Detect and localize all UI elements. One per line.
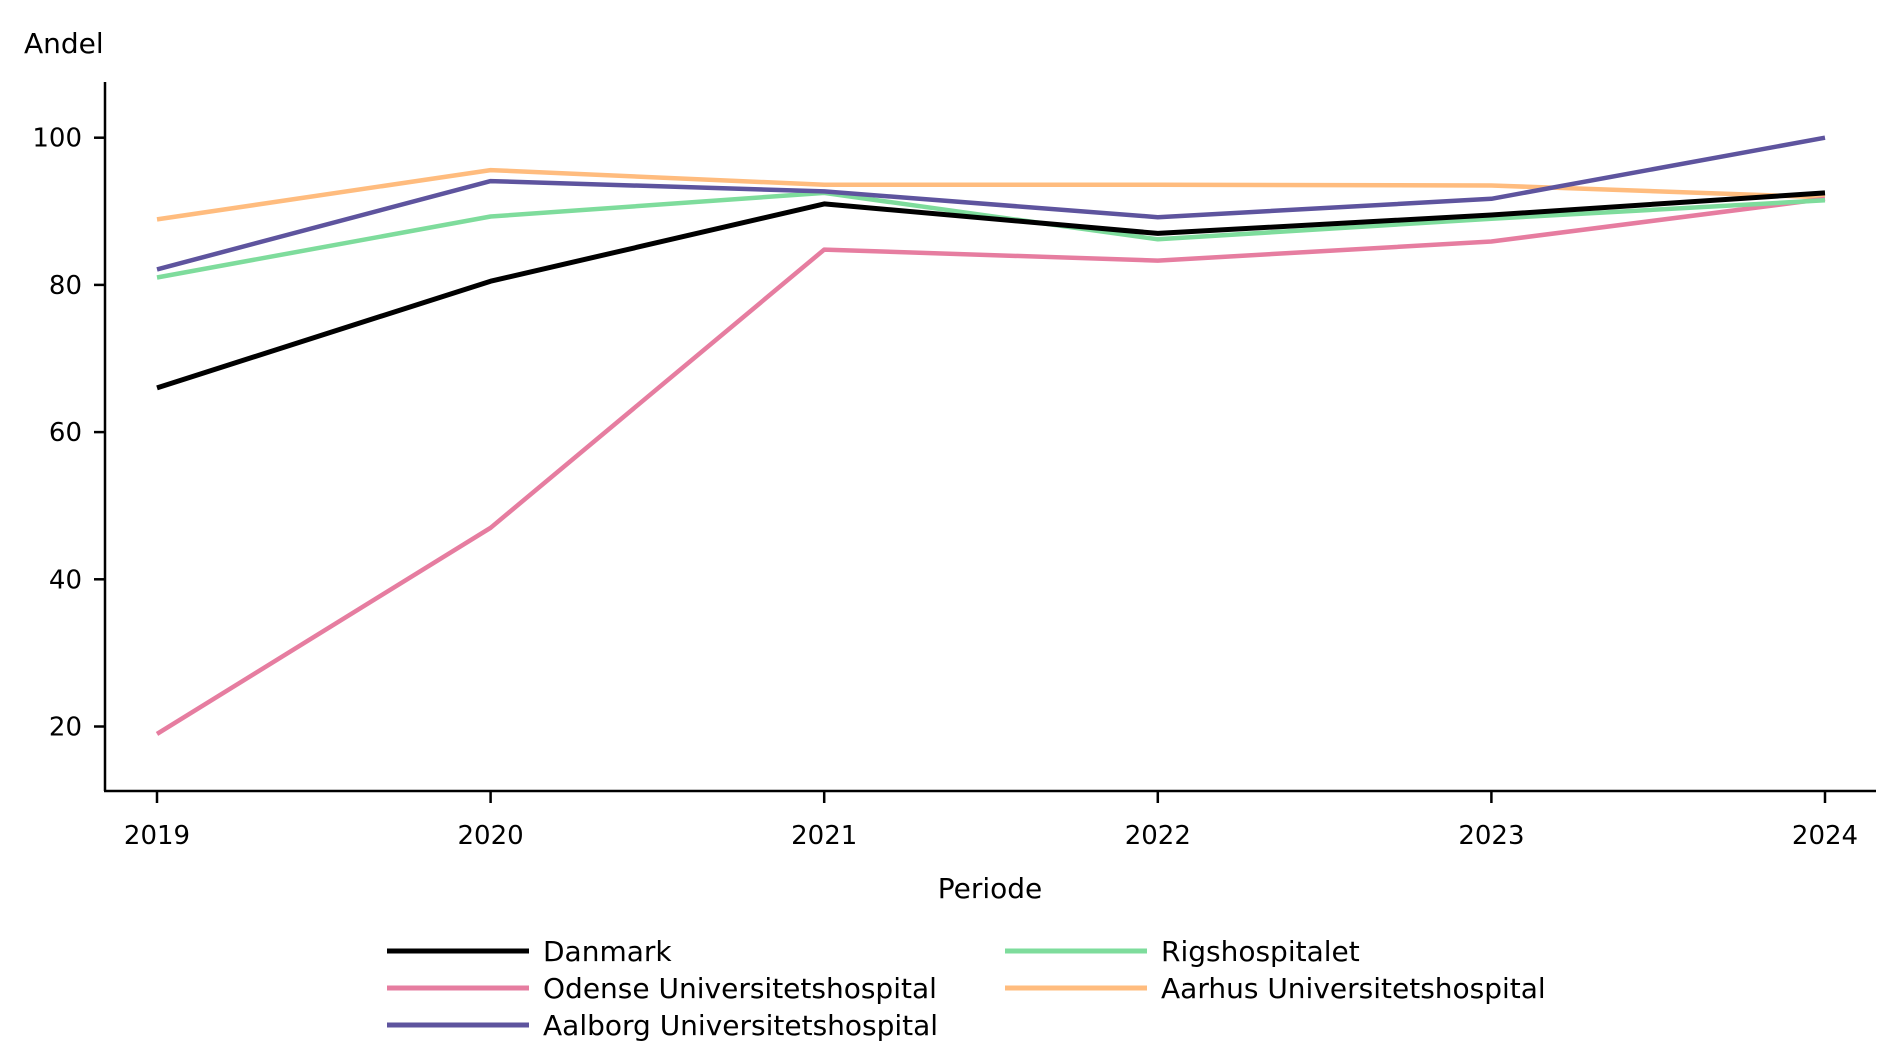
series-line-rigshospitalet — [156, 190, 1826, 280]
series-line-odense-universitetshospital — [155, 196, 1826, 736]
legend-label: Odense Universitetshospital — [543, 972, 937, 1005]
y-axis-ticks: 20 40 60 80 100 — [32, 124, 105, 743]
series-line-aalborg-universitetshospital — [156, 135, 1826, 272]
x-axis-title: Periode — [938, 872, 1043, 905]
series-lines — [155, 135, 1826, 736]
legend-item: Odense Universitetshospital — [387, 972, 937, 1005]
y-tick-label: 100 — [32, 124, 82, 154]
x-tick-label: 2020 — [458, 821, 524, 851]
legend-label: Aarhus Universitetshospital — [1161, 972, 1546, 1005]
y-tick-label: 60 — [49, 418, 82, 448]
x-axis-ticks: 2019 2020 2021 2022 2023 2024 — [124, 791, 1858, 851]
x-tick-label: 2023 — [1458, 821, 1524, 851]
legend-label: Aalborg Universitetshospital — [543, 1009, 938, 1042]
y-tick-label: 80 — [49, 271, 82, 301]
legend-item: Danmark — [387, 935, 672, 968]
y-tick-label: 20 — [49, 713, 82, 743]
legend-item: Rigshospitalet — [1005, 935, 1360, 968]
y-tick-label: 40 — [49, 565, 82, 595]
legend: Danmark Rigshospitalet Odense Universitets… — [387, 935, 1546, 1042]
y-axis-title: Andel — [24, 27, 104, 60]
legend-item: Aarhus Universitetshospital — [1005, 972, 1546, 1005]
x-tick-label: 2024 — [1792, 821, 1858, 851]
legend-item: Aalborg Universitetshospital — [387, 1009, 938, 1042]
x-tick-label: 2021 — [791, 821, 857, 851]
legend-label: Rigshospitalet — [1161, 935, 1360, 968]
series-line-danmark — [156, 190, 1826, 391]
x-tick-label: 2019 — [124, 821, 190, 851]
legend-label: Danmark — [543, 935, 672, 968]
x-tick-label: 2022 — [1125, 821, 1191, 851]
